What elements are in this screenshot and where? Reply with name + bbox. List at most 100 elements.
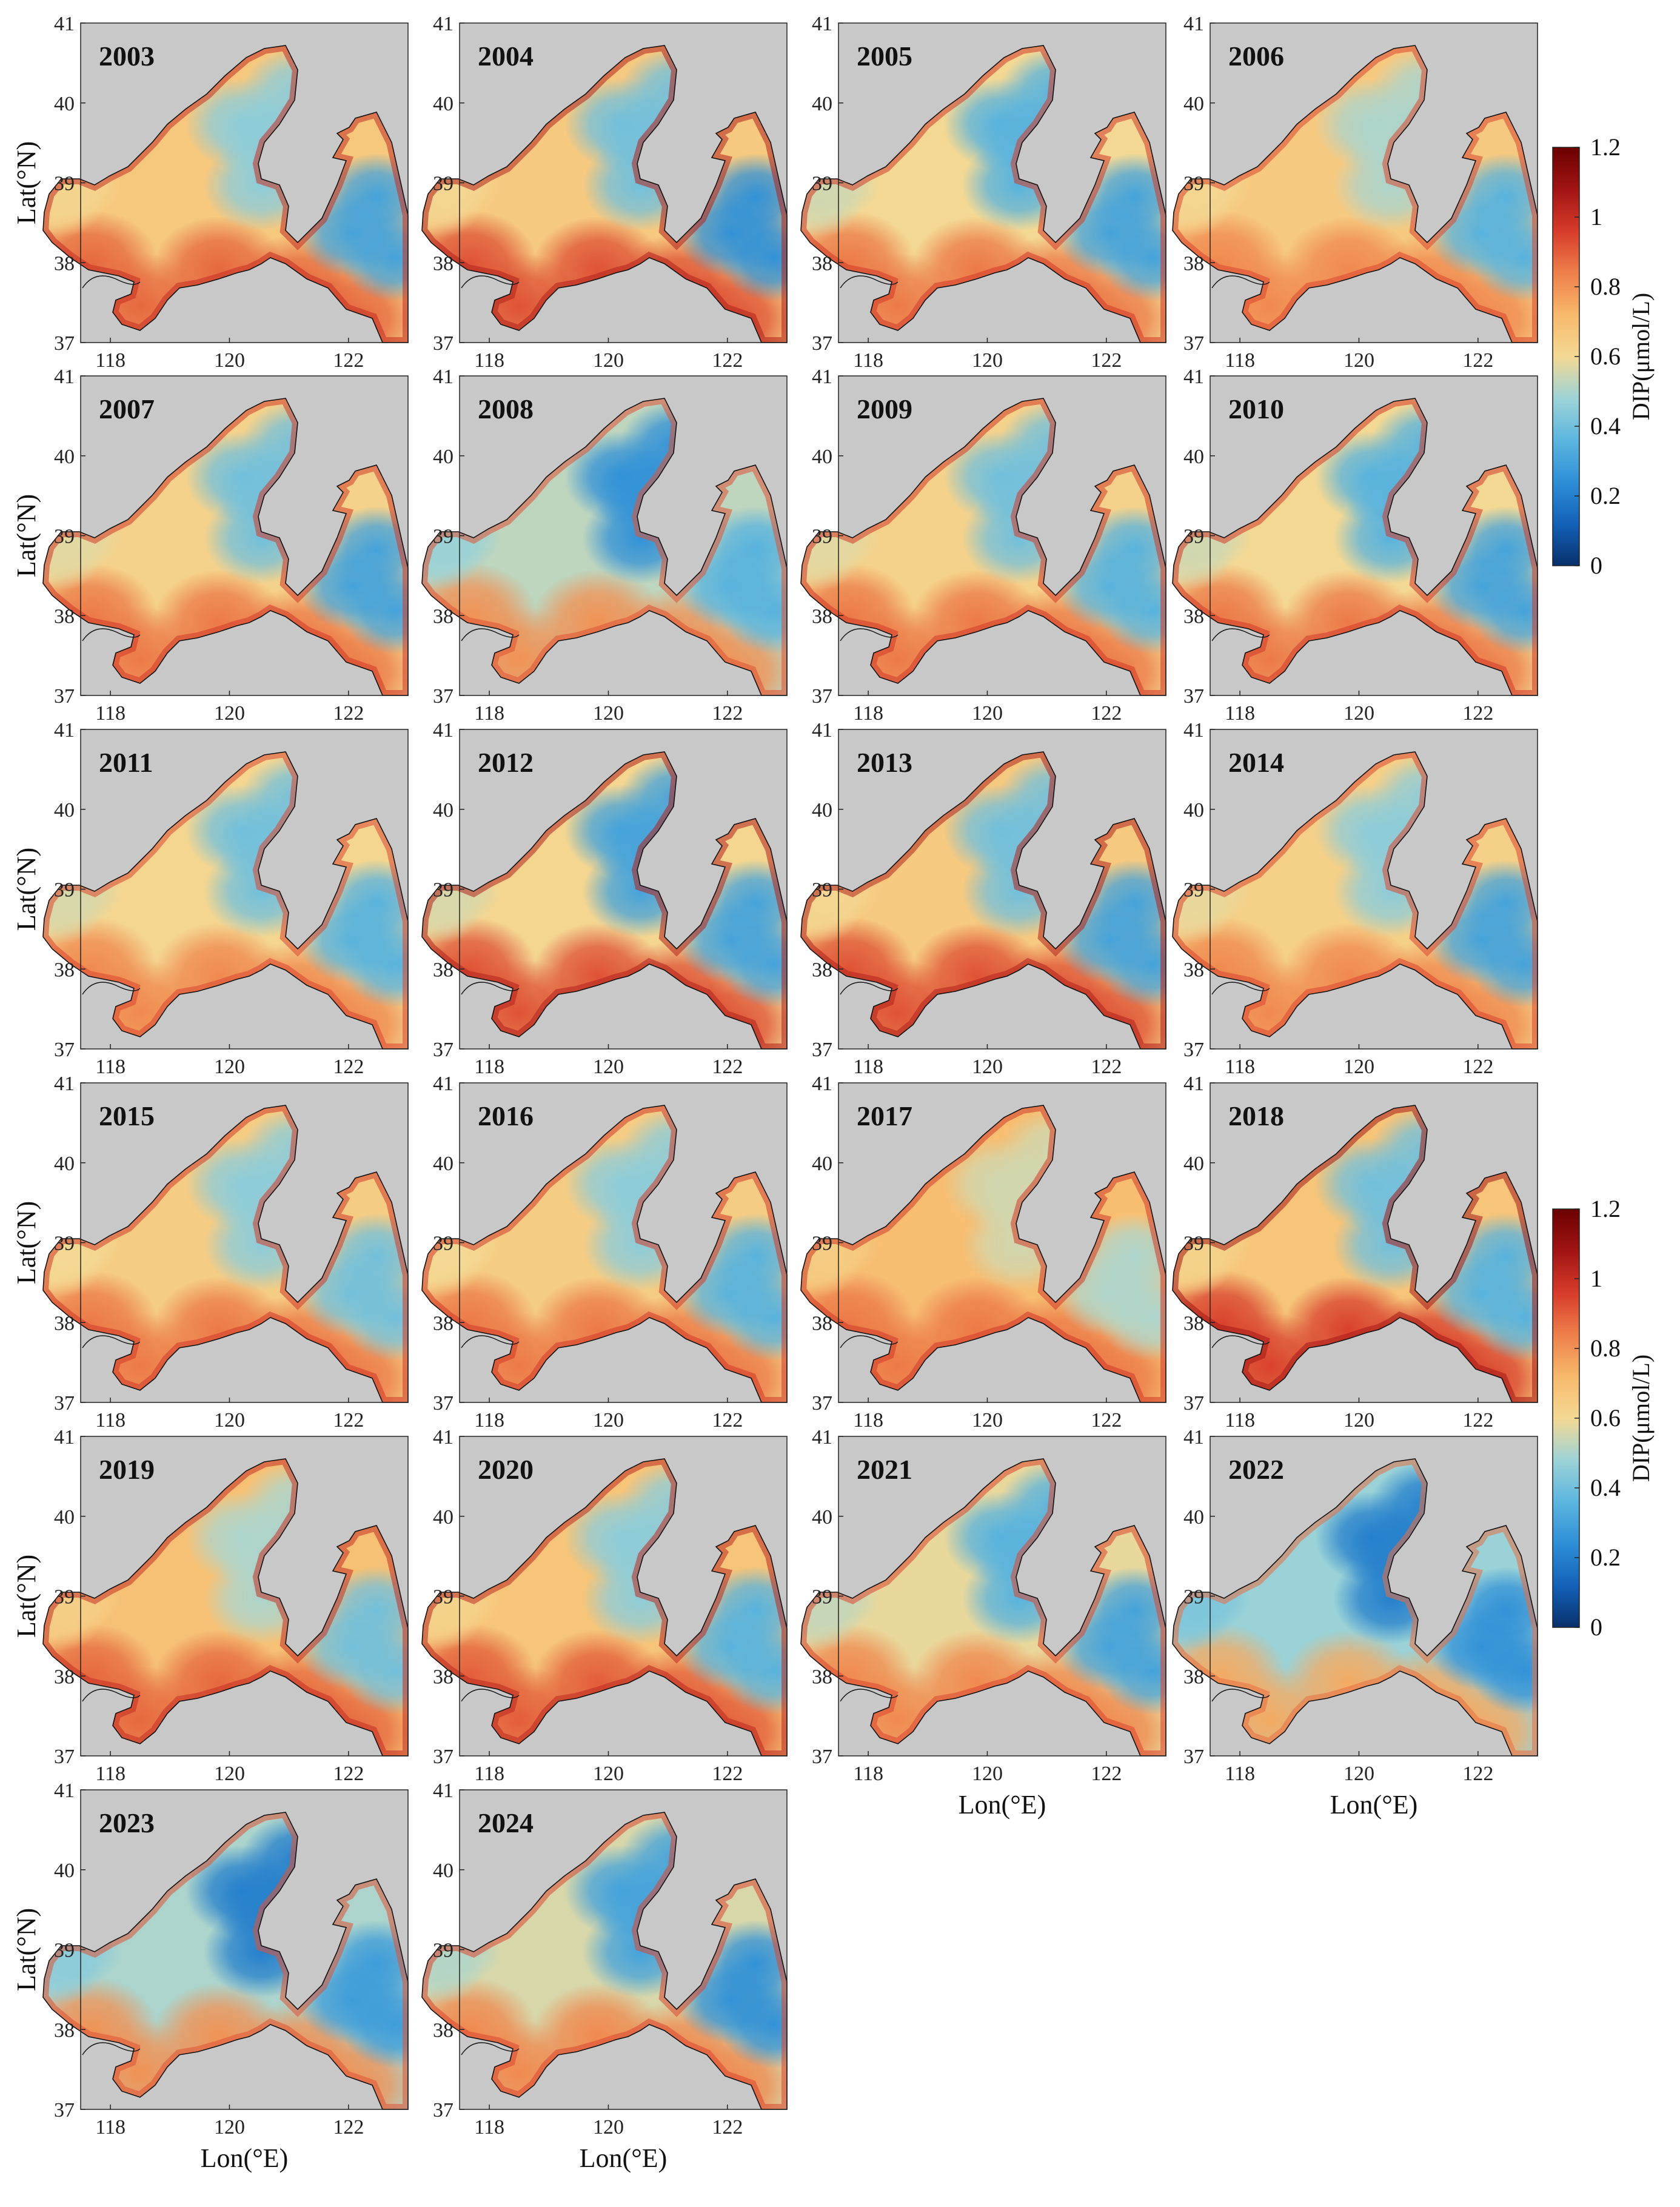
- y-tick-label: 37: [1183, 1392, 1204, 1415]
- strait-zone: [719, 567, 787, 654]
- strait-zone: [340, 214, 408, 301]
- strait-zone: [1470, 920, 1538, 1008]
- coastline: [800, 751, 1166, 1050]
- panel-year-label: 2020: [478, 1454, 534, 1485]
- river-line: [1211, 628, 1270, 641]
- map-panel-2016: 2016 41 40 39 38 37 118 120 122: [421, 1073, 788, 1432]
- river-line: [82, 1335, 141, 1348]
- y-tick-label: 39: [812, 1233, 832, 1255]
- y-tick-label: 41: [54, 366, 75, 388]
- x-tick-label: 122: [1091, 1409, 1122, 1432]
- y-tick-label: 41: [54, 1073, 75, 1095]
- strait-zone: [1098, 1627, 1166, 1715]
- river-line: [840, 275, 899, 289]
- y-tick-label: 37: [54, 685, 75, 708]
- y-tick-label: 37: [433, 2099, 453, 2122]
- y-tick-label: 40: [1183, 446, 1204, 468]
- river-line: [461, 2042, 520, 2055]
- y-tick-label: 40: [54, 799, 75, 822]
- y-tick-label: 40: [54, 93, 75, 115]
- x-axis-label: Lon(°E): [201, 2143, 289, 2173]
- y-tick-label: 40: [433, 1860, 453, 1882]
- y-tick-label: 40: [54, 1860, 75, 1882]
- map-panel-2017: 2017 41 40 39 38 37 118 120 122: [800, 1073, 1166, 1432]
- colorbar-tick-label: 0.6: [1590, 343, 1621, 370]
- y-tick-label: 39: [1183, 1233, 1204, 1255]
- y-tick-label: 41: [812, 1426, 832, 1448]
- y-tick-label: 41: [54, 1426, 75, 1448]
- y-tick-label: 40: [433, 1153, 453, 1175]
- x-tick-label: 120: [972, 702, 1003, 725]
- y-tick-label: 41: [1183, 13, 1204, 35]
- panel-year-label: 2021: [857, 1454, 912, 1485]
- coastline: [800, 1105, 1166, 1403]
- x-tick-label: 120: [214, 2116, 245, 2138]
- y-tick-label: 40: [1183, 799, 1204, 822]
- colorbar-tick-label: 0.4: [1590, 412, 1621, 440]
- map-panel-2013: 2013 41 40 39 38 37 118 120 122: [800, 719, 1166, 1078]
- colorbar-tick-label: 0: [1590, 552, 1602, 579]
- x-tick-label: 118: [95, 1763, 125, 1785]
- x-tick-label: 118: [95, 2116, 125, 2138]
- panel-year-label: 2010: [1228, 394, 1284, 424]
- strait-zone: [1098, 1274, 1166, 1361]
- colorbar-label: DIP(μmol/L): [1627, 1355, 1655, 1482]
- map-panel-2024: 2024 41 40 39 38 37 118 120 122: [421, 1780, 788, 2138]
- x-tick-label: 118: [474, 2116, 504, 2138]
- y-tick-label: 38: [812, 1666, 832, 1688]
- x-tick-label: 122: [1462, 702, 1493, 725]
- strait-zone: [1098, 920, 1166, 1008]
- y-tick-label: 41: [433, 366, 453, 388]
- y-tick-label: 37: [54, 1039, 75, 1061]
- coastline: [42, 1812, 409, 2110]
- panel-year-label: 2014: [1228, 747, 1284, 778]
- x-tick-label: 122: [333, 1056, 364, 1078]
- y-tick-label: 39: [54, 173, 75, 195]
- y-tick-label: 40: [433, 799, 453, 822]
- y-tick-label: 39: [433, 1940, 453, 1962]
- river-line: [1211, 275, 1270, 289]
- x-tick-label: 118: [853, 702, 883, 725]
- x-tick-label: 118: [474, 702, 504, 725]
- x-tick-label: 120: [214, 1763, 245, 1785]
- x-tick-label: 122: [333, 1409, 364, 1432]
- y-tick-label: 41: [1183, 1073, 1204, 1095]
- x-tick-label: 118: [853, 1056, 883, 1078]
- x-tick-label: 118: [95, 702, 125, 725]
- x-tick-label: 122: [333, 1763, 364, 1785]
- y-axis-label: Lat(°N): [12, 848, 41, 931]
- y-tick-label: 37: [1183, 685, 1204, 708]
- panel-year-label: 2013: [857, 747, 912, 778]
- y-tick-label: 39: [433, 526, 453, 548]
- river-line: [1211, 1689, 1270, 1702]
- y-tick-label: 37: [54, 2099, 75, 2122]
- colorbar-tick-label: 0.4: [1590, 1474, 1621, 1501]
- coastline: [42, 45, 409, 343]
- map-panel-2008: 2008 41 40 39 38 37 118 120 122: [421, 366, 788, 725]
- coastline: [1172, 751, 1538, 1050]
- x-tick-label: 122: [1091, 1763, 1122, 1785]
- map-panel-2023: 2023 41 40 39 38 37 118 120 122: [42, 1780, 409, 2138]
- y-tick-label: 41: [54, 1780, 75, 1802]
- y-tick-label: 38: [1183, 605, 1204, 628]
- panel-year-label: 2006: [1228, 41, 1284, 72]
- coastline: [1172, 398, 1538, 696]
- map-panel-2020: 2020 41 40 39 38 37 118 120 122: [421, 1426, 788, 1785]
- x-axis-label: Lon(°E): [959, 1790, 1046, 1820]
- strait-zone: [340, 1274, 408, 1361]
- colorbar-tick-label: 0.2: [1590, 482, 1621, 509]
- y-tick-label: 41: [812, 719, 832, 742]
- strait-zone: [340, 567, 408, 654]
- map-panel-2021: 2021 41 40 39 38 37 118 120 122: [800, 1426, 1166, 1785]
- y-tick-label: 41: [1183, 719, 1204, 742]
- strait-zone: [719, 1627, 787, 1715]
- x-tick-label: 120: [972, 1056, 1003, 1078]
- strait-zone: [719, 1981, 787, 2068]
- panel-year-label: 2019: [99, 1454, 155, 1485]
- y-tick-label: 41: [433, 719, 453, 742]
- x-tick-label: 118: [1225, 702, 1255, 725]
- x-tick-label: 120: [972, 1409, 1003, 1432]
- x-tick-label: 122: [712, 702, 743, 725]
- panel-year-label: 2007: [99, 394, 155, 424]
- x-tick-label: 118: [474, 1409, 504, 1432]
